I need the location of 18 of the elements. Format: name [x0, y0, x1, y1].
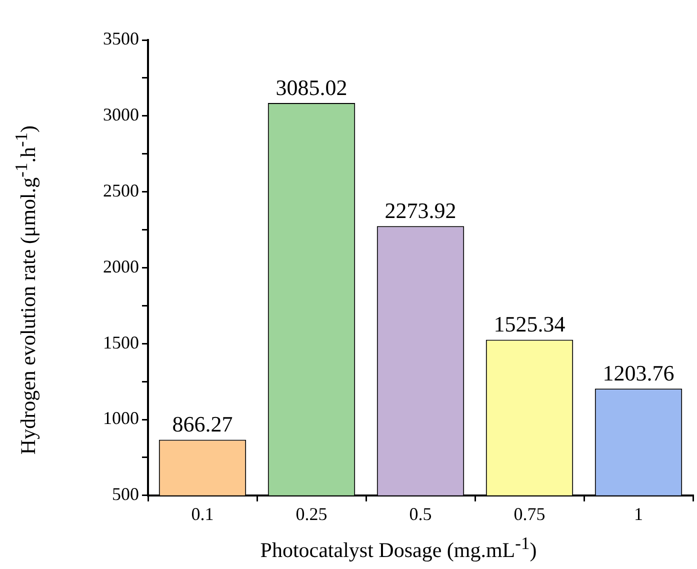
y-tick-label: 1000	[103, 408, 139, 428]
data-label: 1203.76	[602, 360, 674, 386]
y-tick-label: 2500	[103, 180, 139, 201]
x-tick-label: 0.5	[409, 504, 432, 524]
x-tick-label: 1	[634, 504, 643, 524]
x-tick-label: 0.25	[296, 504, 328, 524]
x-tick-label: 0.1	[191, 504, 214, 524]
y-tick-label: 1500	[103, 332, 139, 352]
y-tick-label: 3000	[103, 104, 139, 125]
data-label: 866.27	[172, 412, 233, 437]
y-tick-label: 500	[112, 484, 139, 504]
y-tick-label: 3500	[103, 28, 139, 49]
y-tick-label: 2000	[103, 256, 139, 276]
x-tick-label: 0.75	[514, 504, 546, 524]
data-label: 3085.02	[276, 74, 348, 100]
x-axis-title: Photocatalyst Dosage (mg.mL$^{-1}$)	[259, 533, 538, 563]
data-label: 1525.34	[494, 312, 566, 337]
data-label: 2273.92	[384, 198, 456, 223]
